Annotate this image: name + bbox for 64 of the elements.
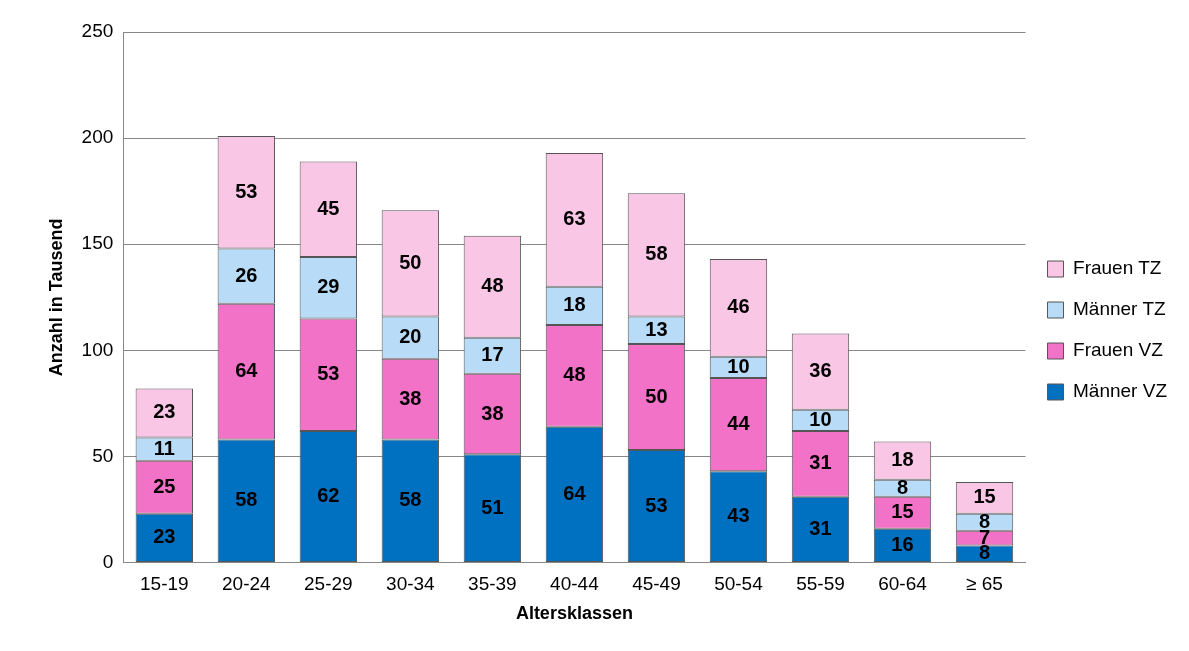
x-tick-label: 40-44 — [550, 573, 600, 595]
data-label: 62 — [317, 484, 340, 507]
legend-label: Frauen TZ — [1073, 257, 1162, 279]
data-label: 13 — [645, 317, 668, 340]
x-tick-label: 25-29 — [304, 573, 353, 595]
data-label: 58 — [399, 488, 422, 511]
data-label: 15 — [891, 500, 914, 523]
data-label: 16 — [891, 532, 914, 555]
data-label: 53 — [317, 362, 340, 385]
data-label: 44 — [727, 412, 751, 435]
data-label: 29 — [317, 275, 340, 298]
x-axis-title: Altersklassen — [515, 603, 633, 624]
x-tick-label: 35-39 — [468, 573, 517, 595]
y-axis-title: Anzahl in Tausend — [45, 218, 66, 377]
data-label: 23 — [153, 525, 176, 548]
data-label: 50 — [645, 384, 668, 407]
x-tick-label: 60-64 — [878, 573, 928, 595]
legend-label: Männer VZ — [1073, 380, 1168, 402]
y-tick-label: 250 — [81, 20, 114, 42]
data-label: 38 — [481, 401, 504, 424]
data-label: 64 — [563, 481, 587, 504]
data-label: 51 — [481, 495, 504, 518]
data-label: 46 — [727, 295, 750, 318]
data-label: 8 — [896, 475, 909, 498]
data-label: 48 — [563, 363, 586, 386]
data-label: 53 — [645, 493, 668, 516]
data-label: 20 — [399, 325, 422, 348]
data-label: 10 — [809, 407, 832, 430]
data-label: 58 — [645, 242, 668, 265]
y-tick-label: 0 — [102, 550, 114, 572]
data-label: 63 — [563, 207, 586, 230]
y-tick-label: 100 — [81, 338, 114, 360]
y-tick-label: 200 — [81, 126, 114, 148]
legend-label: Männer TZ — [1073, 298, 1166, 320]
data-label: 18 — [891, 448, 914, 471]
data-label: 38 — [399, 386, 422, 409]
data-label: 26 — [235, 263, 258, 286]
data-label: 25 — [153, 474, 176, 497]
data-label: 50 — [399, 250, 422, 273]
data-label: 31 — [809, 451, 832, 474]
data-label: 18 — [563, 293, 586, 316]
x-tick-label: 55-59 — [796, 573, 845, 595]
x-tick-label: 30-34 — [386, 573, 436, 595]
data-label: 45 — [317, 196, 340, 219]
data-label: 43 — [727, 504, 750, 527]
data-label: 53 — [235, 179, 258, 202]
data-label: 15 — [973, 485, 996, 508]
data-label: 23 — [153, 400, 176, 423]
y-tick-label: 50 — [92, 444, 114, 466]
data-label: 48 — [481, 274, 504, 297]
y-tick-label: 150 — [81, 232, 114, 254]
x-tick-label: 45-49 — [632, 573, 681, 595]
data-label: 64 — [235, 359, 259, 382]
data-label: 36 — [809, 359, 832, 382]
data-label: 31 — [809, 516, 832, 539]
legend-label: Frauen VZ — [1073, 339, 1164, 361]
data-label: 17 — [481, 343, 504, 366]
x-tick-label: 15-19 — [140, 573, 189, 595]
data-label: 10 — [727, 354, 750, 377]
x-tick-label: 50-54 — [714, 573, 764, 595]
x-tick-label: ≥ 65 — [966, 573, 1003, 595]
data-label: 58 — [235, 488, 258, 511]
data-label: 11 — [153, 436, 175, 459]
x-tick-label: 20-24 — [222, 573, 272, 595]
